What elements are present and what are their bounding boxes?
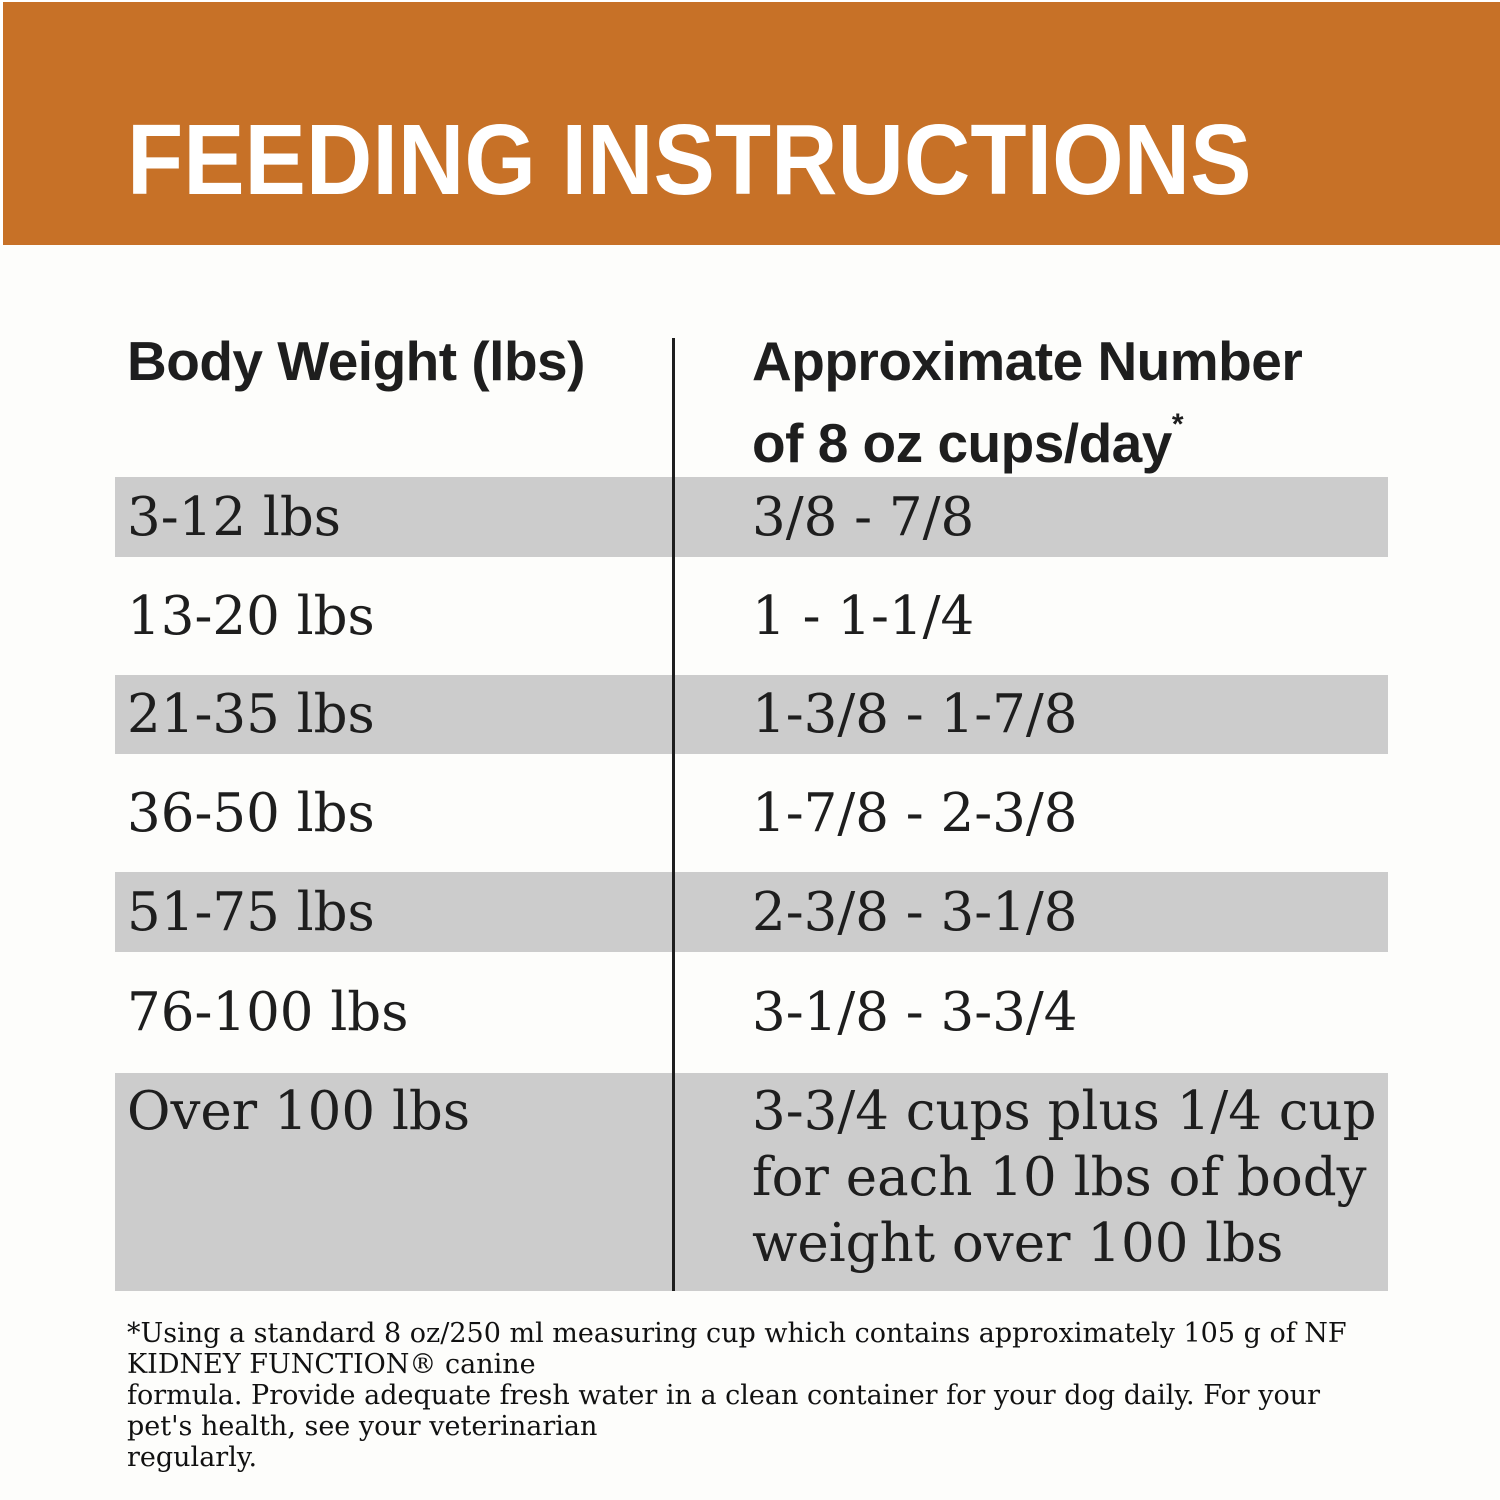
table-row: 51-75 lbs 2-3/8 - 3-1/8 — [115, 872, 1388, 952]
table-row: 3-12 lbs 3/8 - 7/8 — [115, 477, 1388, 557]
footnote-asterisk-marker: * — [1171, 408, 1184, 441]
cups-cell: 3-1/8 - 3-3/4 — [752, 982, 1078, 1043]
feeding-table: Body Weight (lbs) Approximate Number of … — [115, 330, 1388, 1291]
page-title: FEEDING INSTRUCTIONS — [127, 104, 1252, 216]
weight-cell: 51-75 lbs — [127, 881, 375, 943]
weight-cell: Over 100 lbs — [127, 1081, 471, 1142]
table-row: 21-35 lbs 1-3/8 - 1-7/8 — [115, 675, 1388, 754]
weight-cell: 21-35 lbs — [127, 684, 375, 745]
cups-cell: 1-7/8 - 2-3/8 — [752, 782, 1078, 844]
footnote: *Using a standard 8 oz/250 ml measuring … — [127, 1318, 1347, 1473]
table-header-row: Body Weight (lbs) Approximate Number of … — [115, 330, 1388, 477]
table-row: 36-50 lbs 1-7/8 - 2-3/8 — [115, 754, 1388, 872]
header-banner: FEEDING INSTRUCTIONS — [0, 0, 1500, 245]
weight-cell: 3-12 lbs — [127, 486, 341, 548]
table-row: 13-20 lbs 1 - 1-1/4 — [115, 557, 1388, 675]
column-header-cups-text: Approximate Number of 8 oz cups/day — [752, 330, 1303, 474]
weight-cell: 76-100 lbs — [127, 982, 409, 1043]
cups-cell: 3-3/4 cups plus 1/4 cup for each 10 lbs … — [752, 1081, 1377, 1274]
cups-cell: 2-3/8 - 3-1/8 — [752, 881, 1078, 943]
cups-cell: 1-3/8 - 1-7/8 — [752, 684, 1078, 745]
weight-cell: 36-50 lbs — [127, 782, 375, 844]
table-row: 76-100 lbs 3-1/8 - 3-3/4 — [115, 952, 1388, 1073]
cups-cell: 1 - 1-1/4 — [752, 585, 975, 647]
cups-cell: 3/8 - 7/8 — [752, 486, 975, 548]
column-header-cups-per-day: Approximate Number of 8 oz cups/day* — [672, 330, 1388, 475]
column-divider — [672, 338, 675, 1291]
weight-cell: 13-20 lbs — [127, 585, 375, 647]
table-row: Over 100 lbs 3-3/4 cups plus 1/4 cup for… — [115, 1073, 1388, 1291]
column-header-body-weight: Body Weight (lbs) — [127, 330, 585, 392]
